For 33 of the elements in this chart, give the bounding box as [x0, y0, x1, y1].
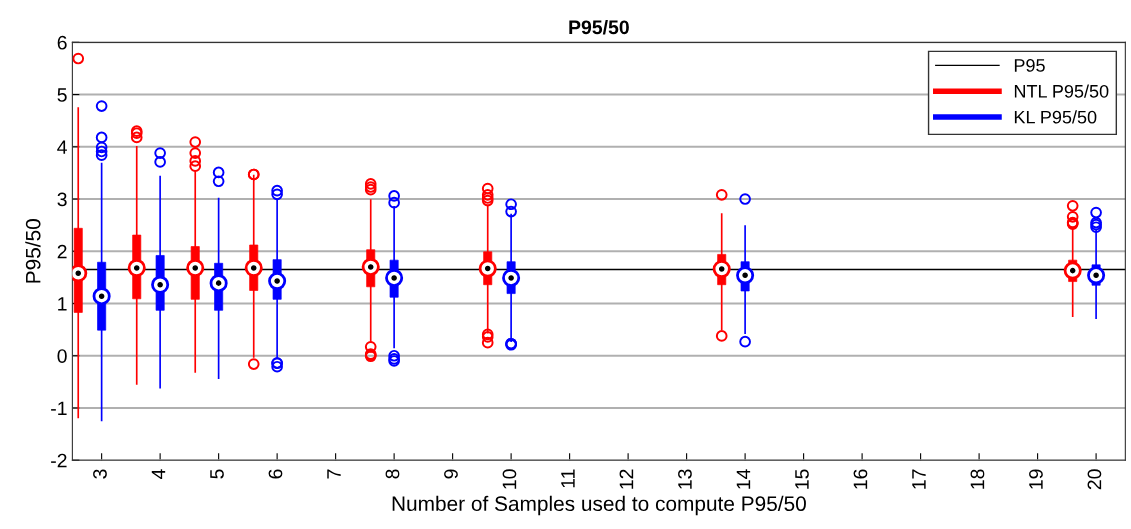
x-tick-label: 12: [619, 469, 634, 489]
x-tick-label: 10: [502, 469, 517, 489]
x-tick-label: 15: [795, 469, 809, 489]
chart-title: P95/50: [569, 19, 629, 35]
y-tick-label: 4: [57, 140, 67, 154]
x-tick-label: 8: [385, 469, 400, 479]
x-tick-label: 7: [327, 469, 341, 479]
y-axis-title: P95/50: [25, 219, 41, 283]
x-tick-label: 11: [561, 469, 575, 488]
y-tick-label: 3: [57, 192, 67, 207]
x-tick-label: 18: [970, 469, 985, 489]
x-tick-label: 20: [1087, 469, 1102, 490]
y-tick-label: -2: [51, 453, 67, 468]
legend-label: KL P95/50: [1014, 110, 1097, 124]
y-tick-label: 2: [57, 244, 67, 259]
x-tick-label: 13: [678, 469, 692, 489]
y-tick-label: 0: [57, 349, 67, 363]
legend-label: NTL P95/50: [1014, 84, 1109, 98]
x-tick-label: 3: [93, 469, 107, 479]
x-axis-title: Number of Samples used to compute P95/50: [392, 495, 806, 516]
x-tick-label: 16: [853, 469, 868, 489]
y-tick-label: -1: [51, 401, 67, 416]
x-tick-label: 17: [912, 469, 926, 489]
x-tick-label: 4: [151, 469, 166, 479]
x-tick-label: 14: [736, 469, 751, 489]
y-tick-label: 1: [58, 297, 67, 311]
x-tick-label: 9: [444, 469, 458, 479]
legend-label: P95: [1014, 59, 1045, 72]
x-tick-label: 6: [268, 469, 283, 479]
x-tick-label: 5: [210, 469, 224, 479]
y-tick-label: 5: [57, 88, 67, 102]
x-tick-label: 19: [1029, 469, 1043, 489]
y-tick-label: 6: [57, 35, 67, 50]
